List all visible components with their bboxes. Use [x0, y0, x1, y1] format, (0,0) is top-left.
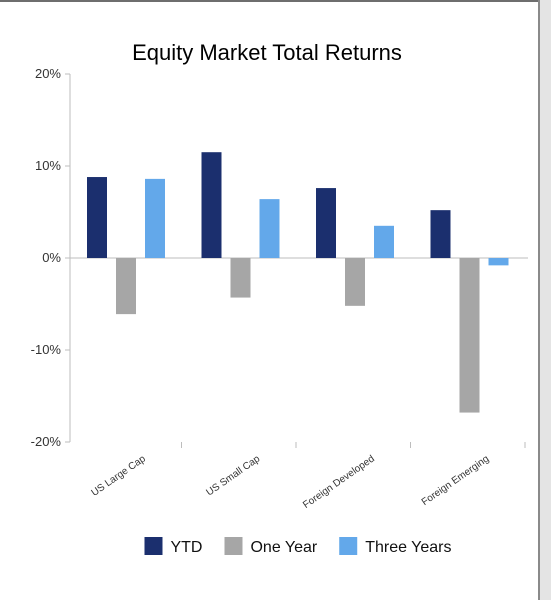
- bar-ytd-1: [201, 152, 222, 258]
- x-category-label: US Large Cap: [89, 453, 148, 499]
- bar-one-year-3: [459, 258, 480, 413]
- y-tick-label: 0%: [42, 250, 61, 265]
- bar-three-years-2: [374, 225, 394, 258]
- x-category-label: Foreign Developed: [301, 453, 377, 510]
- bar-ytd-0: [87, 177, 107, 258]
- bar-ytd-2: [316, 188, 336, 258]
- legend-swatch-three-years: [339, 537, 358, 555]
- bar-one-year-1: [230, 258, 251, 298]
- y-tick-label: -10%: [31, 342, 62, 357]
- bar-three-years-0: [145, 178, 165, 258]
- right-border: [538, 0, 540, 600]
- top-border: [0, 0, 540, 2]
- x-category-label: Foreign Emerging: [420, 453, 491, 508]
- bar-three-years-1: [259, 199, 280, 258]
- bar-one-year-2: [345, 258, 365, 306]
- right-edge-shadow: [538, 0, 551, 600]
- y-tick-label: 10%: [35, 158, 61, 173]
- y-tick-label: -20%: [31, 434, 62, 449]
- bar-ytd-3: [430, 210, 451, 258]
- legend-label-three-years: Three Years: [365, 539, 451, 556]
- legend-label-ytd: YTD: [170, 539, 202, 556]
- legend-label-one-year: One Year: [250, 539, 317, 556]
- bar-three-years-3: [488, 258, 509, 266]
- y-tick-label: 20%: [35, 66, 61, 81]
- x-category-label: US Small Cap: [204, 453, 262, 498]
- legend-swatch-ytd: [144, 537, 163, 555]
- bar-one-year-0: [116, 258, 136, 315]
- legend-swatch-one-year: [224, 537, 243, 555]
- chart-title: Equity Market Total Returns: [132, 40, 402, 65]
